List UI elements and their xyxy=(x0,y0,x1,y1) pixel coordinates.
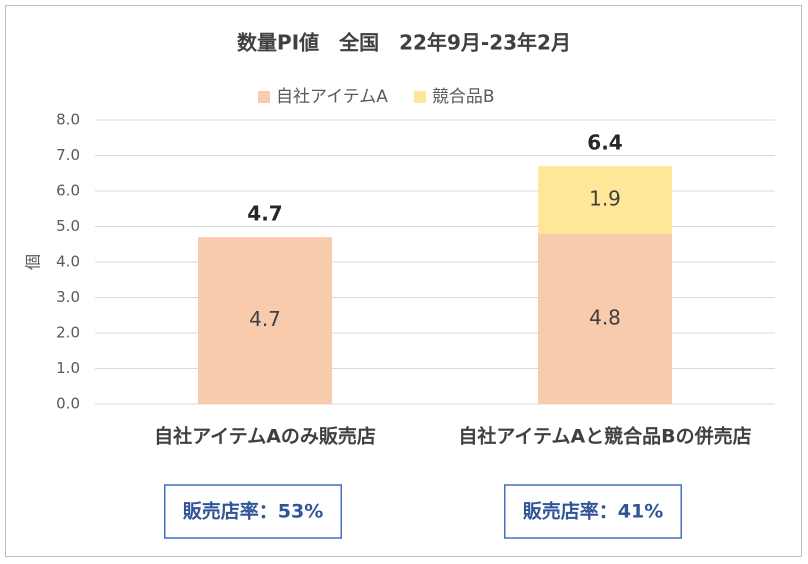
legend-label: 競合品B xyxy=(432,87,495,107)
y-tick-label: 4.0 xyxy=(56,253,80,271)
total-label: 4.7 xyxy=(247,202,282,226)
value-label: 4.7 xyxy=(249,307,281,331)
y-tick-label: 3.0 xyxy=(56,288,80,306)
value-label: 1.9 xyxy=(589,186,621,210)
annotation-text: 販売店率：53% xyxy=(183,500,323,523)
y-tick-label: 7.0 xyxy=(56,146,80,164)
bar-segment xyxy=(538,166,672,234)
annotation-box xyxy=(164,484,342,539)
annotation-box xyxy=(504,484,682,539)
chart-title: 数量PI値 全国 22年9月-23年2月 xyxy=(237,31,571,55)
total-label: 6.4 xyxy=(587,131,622,155)
y-tick-label: 5.0 xyxy=(56,217,80,235)
y-axis-label: 個 xyxy=(24,254,43,270)
x-tick-label: 自社アイテムAと競合品Bの併売店 xyxy=(458,425,751,448)
y-tick-label: 0.0 xyxy=(56,395,80,413)
chart-frame xyxy=(5,5,802,557)
y-tick-label: 8.0 xyxy=(56,111,80,129)
bar-segment xyxy=(538,233,672,404)
bar-segment xyxy=(198,237,332,404)
y-tick-label: 1.0 xyxy=(56,359,80,377)
value-label: 4.8 xyxy=(589,305,621,329)
annotation-text: 販売店率：41% xyxy=(523,500,663,523)
legend-swatch xyxy=(258,91,270,103)
y-tick-label: 2.0 xyxy=(56,324,80,342)
legend-swatch xyxy=(413,91,426,103)
y-tick-label: 6.0 xyxy=(56,182,80,200)
legend-label: 自社アイテムA xyxy=(276,87,388,107)
x-tick-label: 自社アイテムAのみ販売店 xyxy=(154,425,376,448)
